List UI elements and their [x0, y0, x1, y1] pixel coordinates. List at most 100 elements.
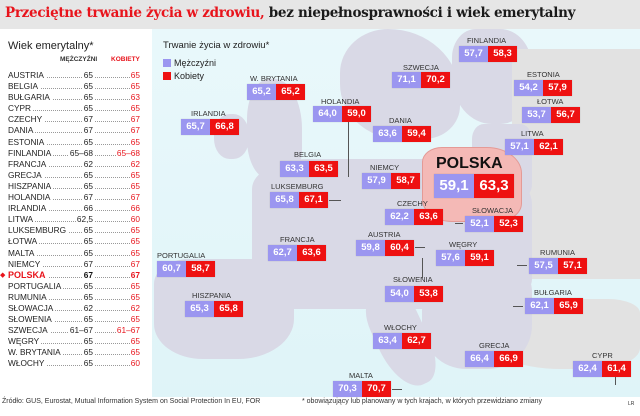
value-pair-polska: 59,1 63,3 — [434, 174, 514, 198]
label-malta: MALTA — [349, 371, 373, 380]
label-belgia: BELGIA — [294, 150, 322, 159]
value-pair-dania: 63,6 59,4 — [373, 126, 431, 142]
credit: LR — [628, 401, 635, 407]
women-swatch-icon — [163, 72, 171, 80]
label-polska: POLSKA — [436, 155, 503, 172]
table-row: DANIA 67 67 — [8, 125, 140, 136]
table-row: SŁOWACJA 62 62 — [8, 302, 140, 313]
chart-title: Przeciętne trwanie życia w zdrowiu, bez … — [5, 5, 575, 21]
leader-line-malta — [392, 389, 402, 390]
value-pair-niemcy: 57,9 58,7 — [362, 173, 420, 189]
table-row: HOLANDIA 67 67 — [8, 192, 140, 203]
value-pair-slowacja: 52,1 52,3 — [465, 216, 523, 232]
table-row: WĘGRY 65 65 — [8, 336, 140, 347]
table-row: AUSTRIA 65 65 — [8, 70, 140, 80]
value-pair-w-brytania: 65,2 65,2 — [247, 84, 305, 100]
leader-line-wegry — [422, 258, 423, 278]
table-row: W. BRYTANIA 65 65 — [8, 347, 140, 358]
retirement-age-panel: Wiek emerytalny* MĘŻCZYŹNI KOBIETY AUSTR… — [0, 29, 152, 397]
table-row: BUŁGARIA 65 63 — [8, 92, 140, 103]
table-row: SZWECJA 61–67 61–67 — [8, 325, 140, 336]
value-pair-rumunia: 57,5 57,1 — [529, 258, 587, 274]
col-header-men: MĘŻCZYŹNI — [60, 56, 98, 63]
label-szwecja: SZWECJA — [403, 63, 439, 72]
retirement-table: AUSTRIA 65 65 BELGIA 65 65 BUŁGARIA 65 63 CYPR… — [0, 70, 140, 370]
title-black-part: bez niepełnosprawności i wiek emerytalny — [264, 5, 576, 21]
leader-line-rumunia — [517, 265, 527, 266]
table-row: ESTONIA 65 65 — [8, 136, 140, 147]
table-row: RUMUNIA 65 65 — [8, 291, 140, 302]
value-pair-luksemburg: 65,8 67,1 — [270, 192, 328, 208]
source-note: Źródło: GUS, Eurostat, Mutual Informatio… — [2, 398, 261, 405]
title-bar: Przeciętne trwanie życia w zdrowiu, bez … — [0, 0, 640, 29]
value-pair-slowenia: 54,0 53,8 — [385, 286, 443, 302]
table-row: ŁOTWA 65 65 — [8, 236, 140, 247]
value-pair-wlochy: 63,4 62,7 — [373, 333, 431, 349]
value-pair-wegry: 57,6 59,1 — [436, 250, 494, 266]
value-pair-belgia: 63,3 63,5 — [280, 161, 338, 177]
value-pair-czechy: 62,2 63,6 — [385, 209, 443, 225]
label-niemcy: NIEMCY — [370, 163, 400, 172]
label-luksemburg: LUKSEMBURG — [271, 182, 324, 191]
label-w-brytania: W. BRYTANIA — [250, 74, 298, 83]
value-pair-bulgaria: 62,1 65,9 — [525, 298, 583, 314]
value-pair-cypr: 62,4 61,4 — [573, 361, 631, 377]
legend-title: Trwanie życia w zdrowiu* — [163, 40, 270, 51]
value-pair-litwa: 57,1 62,1 — [505, 139, 563, 155]
table-row-highlight: ◆ POLSKA 67 67 — [0, 269, 140, 280]
label-finlandia: FINLANDIA — [467, 36, 507, 45]
table-row: SŁOWENIA 65 65 — [8, 314, 140, 325]
label-wegry: WĘGRY — [449, 240, 478, 249]
label-bulgaria: BUŁGARIA — [534, 288, 572, 297]
table-row: NIEMCY 67 67 — [8, 258, 140, 269]
label-francja: FRANCJA — [280, 235, 315, 244]
title-red-part: Przeciętne trwanie życia w zdrowiu, — [5, 5, 265, 21]
retirement-heading: Wiek emerytalny* — [8, 40, 94, 52]
legend-men: Mężczyźni — [163, 58, 216, 68]
table-row: PORTUGALIA 65 65 — [8, 280, 140, 291]
value-pair-szwecja: 71,1 70,2 — [392, 72, 450, 88]
label-slowacja: SŁOWACJA — [472, 206, 513, 215]
table-row: MALTA 65 65 — [8, 247, 140, 258]
highlight-marker-icon: ◆ — [0, 271, 6, 279]
value-pair-holandia: 64,0 59,0 — [313, 106, 371, 122]
label-portugalia: PORTUGALIA — [157, 251, 206, 260]
land-balkans — [422, 259, 532, 369]
label-lotwa: ŁOTWA — [537, 97, 564, 106]
table-row: LITWA 62,5 60 — [8, 214, 140, 225]
value-pair-lotwa: 53,7 56,7 — [522, 107, 580, 123]
leader-line-slowacja — [455, 223, 463, 224]
leader-line-bulgaria — [513, 306, 523, 307]
footnote: * obowiązujący lub planowany w tych kraj… — [302, 398, 543, 405]
value-pair-malta: 70,3 70,7 — [333, 381, 391, 397]
table-row: BELGIA 65 65 — [8, 81, 140, 92]
table-row: FINLANDIA 65–68 65–68 — [8, 147, 140, 158]
label-irlandia: IRLANDIA — [191, 109, 226, 118]
value-pair-irlandia: 65,7 66,8 — [181, 119, 239, 135]
label-grecja: GRECJA — [479, 341, 510, 350]
table-row: LUKSEMBURG 65 65 — [8, 225, 140, 236]
men-swatch-icon — [163, 59, 171, 67]
label-estonia: ESTONIA — [527, 70, 560, 79]
label-dania: DANIA — [389, 116, 412, 125]
leader-line-cypr — [615, 377, 616, 385]
table-row: GRECJA 65 65 — [8, 169, 140, 180]
leader-line-luksemburg — [329, 200, 341, 201]
label-slowenia: SŁOWENIA — [393, 275, 433, 284]
table-row: HISZPANIA 65 65 — [8, 180, 140, 191]
label-austria: AUSTRIA — [368, 230, 401, 239]
label-litwa: LITWA — [521, 129, 544, 138]
leader-line-holandia — [348, 122, 349, 177]
value-pair-francja: 62,7 63,6 — [268, 245, 326, 261]
leader-line-austria — [415, 247, 425, 248]
label-wlochy: WŁOCHY — [384, 323, 417, 332]
table-row: IRLANDIA 66 66 — [8, 203, 140, 214]
value-pair-austria: 59,8 60,4 — [356, 240, 414, 256]
table-row: FRANCJA 62 62 — [8, 158, 140, 169]
value-pair-portugalia: 60,7 58,7 — [157, 261, 215, 277]
table-row: CYPR 65 65 — [8, 103, 140, 114]
value-pair-finlandia: 57,7 58,3 — [459, 46, 517, 62]
legend-women: Kobiety — [163, 71, 204, 81]
label-cypr: CYPR — [592, 351, 613, 360]
label-czechy: CZECHY — [397, 199, 428, 208]
